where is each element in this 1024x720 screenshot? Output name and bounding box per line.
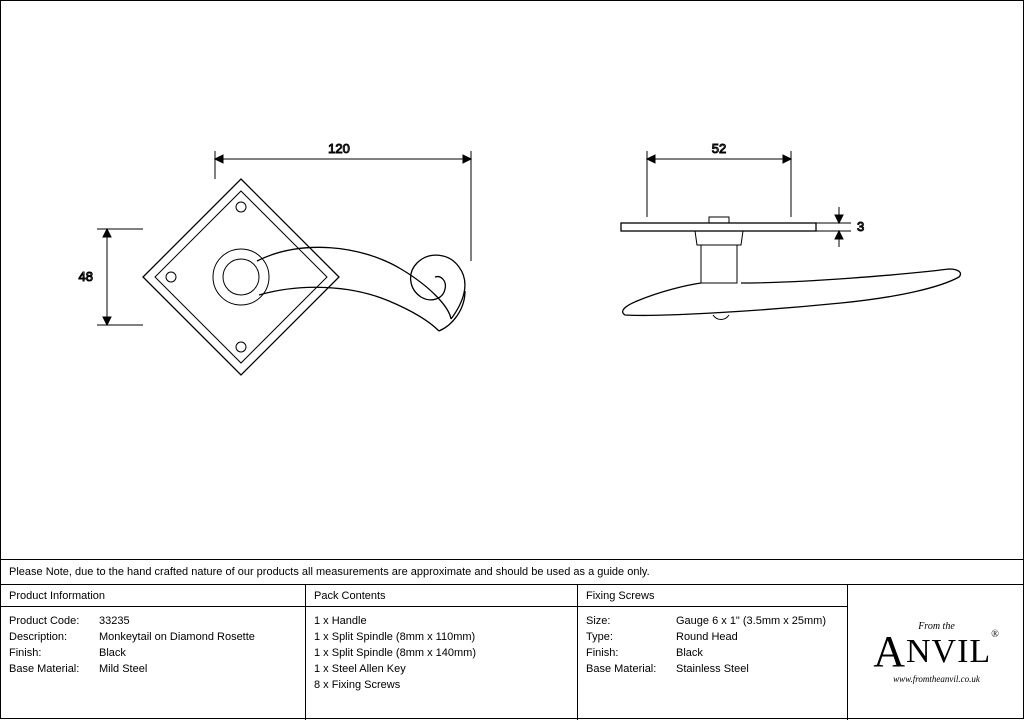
product-code: 33235 [99, 613, 130, 629]
product-finish: Black [99, 645, 126, 661]
product-info-col: Product Information Product Code:33235 D… [1, 585, 306, 720]
drawing-area: 120 48 [1, 1, 1024, 559]
pack-item: 1 x Split Spindle (8mm x 110mm) [314, 629, 569, 645]
dim-side-thick-label: 3 [857, 219, 864, 234]
note-text: Please Note, due to the hand crafted nat… [9, 566, 650, 578]
logo-col: From the ANVIL® www.fromtheanvil.co.uk [848, 585, 1024, 720]
fixing-screws-header: Fixing Screws [578, 585, 847, 607]
fixing-size-label: Size: [586, 613, 676, 629]
fixing-screws-col: Fixing Screws Size:Gauge 6 x 1" (3.5mm x… [578, 585, 848, 720]
dim-side-thick: 3 [816, 207, 864, 247]
dim-front-height-label: 48 [79, 269, 93, 284]
info-row: Product Information Product Code:33235 D… [1, 585, 1024, 720]
dim-front-width: 120 [215, 141, 471, 261]
logo-main-rest: NVIL [906, 633, 991, 670]
dim-front-height: 48 [79, 229, 143, 325]
product-code-label: Product Code: [9, 613, 99, 629]
pack-item: 8 x Fixing Screws [314, 677, 569, 693]
product-info-header: Product Information [1, 585, 305, 607]
product-material: Mild Steel [99, 661, 147, 677]
product-info-body: Product Code:33235 Description:Monkeytai… [1, 607, 305, 683]
dim-side-width: 52 [647, 141, 791, 217]
product-material-label: Base Material: [9, 661, 99, 677]
fixing-finish: Black [676, 645, 703, 661]
fixing-type-label: Type: [586, 629, 676, 645]
fixing-finish-label: Finish: [586, 645, 676, 661]
front-view [143, 179, 465, 375]
technical-drawing: 120 48 [1, 1, 1024, 559]
fixing-type: Round Head [676, 629, 738, 645]
note-row: Please Note, due to the hand crafted nat… [1, 559, 1024, 585]
dim-side-width-label: 52 [712, 141, 726, 156]
dim-front-width-label: 120 [328, 141, 350, 156]
pack-contents-header: Pack Contents [306, 585, 577, 607]
side-view [621, 217, 961, 320]
fixing-material: Stainless Steel [676, 661, 749, 677]
pack-item: 1 x Split Spindle (8mm x 140mm) [314, 645, 569, 661]
pack-contents-col: Pack Contents 1 x Handle 1 x Split Spind… [306, 585, 578, 720]
pack-item: 1 x Handle [314, 613, 569, 629]
product-finish-label: Finish: [9, 645, 99, 661]
product-desc-label: Description: [9, 629, 99, 645]
product-desc: Monkeytail on Diamond Rosette [99, 629, 255, 645]
logo-url: www.fromtheanvil.co.uk [893, 674, 980, 684]
fixing-material-label: Base Material: [586, 661, 676, 677]
pack-contents-body: 1 x Handle 1 x Split Spindle (8mm x 110m… [306, 607, 577, 699]
pack-item: 1 x Steel Allen Key [314, 661, 569, 677]
fixing-screws-body: Size:Gauge 6 x 1" (3.5mm x 25mm) Type:Ro… [578, 607, 847, 683]
logo-main: ANVIL® [873, 630, 1000, 674]
fixing-size: Gauge 6 x 1" (3.5mm x 25mm) [676, 613, 826, 629]
